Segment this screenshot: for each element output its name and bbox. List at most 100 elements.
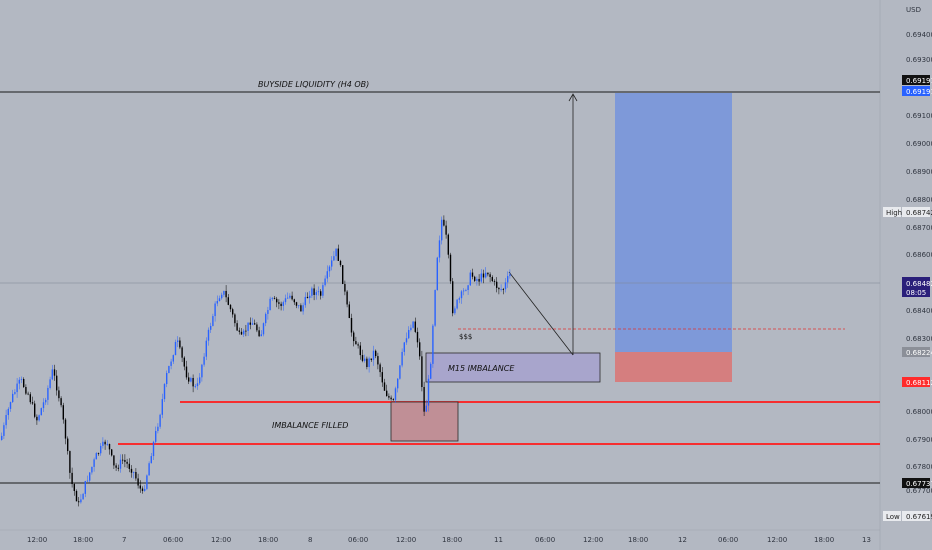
x-tick-label: 12:00 xyxy=(27,536,47,544)
imbalance-filled-label: IMBALANCE FILLED xyxy=(272,421,348,430)
x-tick-label: 11 xyxy=(494,536,503,544)
candle-body xyxy=(128,463,130,469)
candle-body xyxy=(447,234,449,255)
candle-body xyxy=(322,285,324,296)
x-tick-label: 06:00 xyxy=(348,536,368,544)
candle-body xyxy=(236,323,238,331)
candle-body xyxy=(469,272,471,286)
candle-body xyxy=(304,296,306,306)
x-tick-label: 06:00 xyxy=(535,536,555,544)
stop-zone[interactable] xyxy=(615,352,732,382)
candle-body xyxy=(53,369,56,376)
candle-body xyxy=(122,459,124,461)
candle-body xyxy=(146,475,148,489)
candle-body xyxy=(313,288,315,295)
candle-body xyxy=(100,445,102,454)
candle-body xyxy=(45,399,47,403)
candle-body xyxy=(509,274,511,277)
candle-body xyxy=(194,386,196,387)
candle-body xyxy=(454,308,456,314)
candle-body xyxy=(82,493,84,500)
candle-body xyxy=(210,325,212,330)
candle-body xyxy=(137,478,139,486)
candle-body xyxy=(150,456,152,464)
candle-body xyxy=(185,366,188,378)
candle-body xyxy=(394,388,397,400)
candle-body xyxy=(95,453,97,460)
m15-imbalance-box[interactable] xyxy=(425,352,601,383)
candle-body xyxy=(386,390,388,397)
candle-body xyxy=(489,274,491,278)
candle-body xyxy=(124,459,126,462)
high-tag-box xyxy=(883,207,901,217)
candle-body xyxy=(300,305,302,312)
candle-body xyxy=(20,379,23,380)
candle-body xyxy=(507,276,509,283)
candle-body xyxy=(366,358,368,368)
candle-body xyxy=(331,260,333,267)
candle-body xyxy=(460,291,463,299)
target-zone[interactable] xyxy=(615,93,732,352)
candle-body xyxy=(190,377,192,382)
candle-body xyxy=(212,316,214,326)
current-price-tag xyxy=(902,277,930,297)
candle-body xyxy=(78,501,80,503)
candle-body xyxy=(192,377,194,387)
candle-body xyxy=(496,281,498,288)
candle-body xyxy=(379,364,381,373)
candle-body xyxy=(425,405,427,412)
candle-body xyxy=(280,303,282,306)
candle-body xyxy=(403,342,405,352)
candle-body xyxy=(247,322,249,331)
candle-body xyxy=(203,356,205,365)
candle-body xyxy=(315,292,317,295)
candle-body xyxy=(249,322,251,325)
x-tick-label: 8 xyxy=(308,536,312,544)
x-tick-label: 18:00 xyxy=(628,536,648,544)
candle-body xyxy=(412,321,414,328)
candle-body xyxy=(262,323,265,335)
low-tag: Low xyxy=(886,513,900,521)
candle-body xyxy=(265,313,267,324)
candle-body xyxy=(221,294,223,299)
x-tick-label: 18:00 xyxy=(442,536,462,544)
candle-body xyxy=(84,481,86,494)
candle-body xyxy=(353,332,355,342)
m15-imbalance-label: M15 IMBALANCE xyxy=(448,364,515,373)
candle-body xyxy=(141,488,144,491)
candle-body xyxy=(458,298,460,300)
candle-body xyxy=(449,254,452,282)
candle-body xyxy=(172,355,174,362)
x-tick-label: 12:00 xyxy=(767,536,787,544)
candle-body xyxy=(480,273,482,282)
candle-body xyxy=(170,361,172,366)
candle-body xyxy=(23,379,25,387)
candle-body xyxy=(256,324,258,331)
candle-body xyxy=(104,441,106,445)
candle-body xyxy=(410,327,412,331)
candle-body xyxy=(298,305,300,307)
high-price-value: 0.68742 xyxy=(906,209,932,217)
candle-body xyxy=(157,426,159,431)
candle-body xyxy=(60,398,62,406)
candle-body xyxy=(430,363,432,379)
candle-body xyxy=(18,379,20,384)
candle-body xyxy=(130,468,133,473)
candle-body xyxy=(31,402,34,404)
candle-body xyxy=(38,415,40,421)
candle-body xyxy=(179,340,181,348)
candle-body xyxy=(397,378,399,389)
candle-body xyxy=(14,392,16,394)
candle-body xyxy=(260,334,262,337)
candle-body xyxy=(139,485,141,489)
candle-body xyxy=(64,419,67,439)
candle-body xyxy=(168,365,170,374)
